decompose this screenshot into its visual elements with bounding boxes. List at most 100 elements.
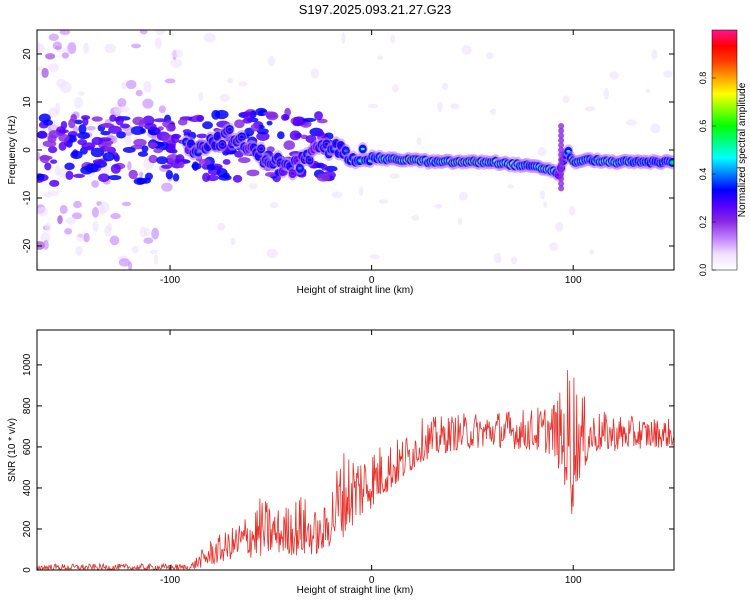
spectrogram-cell [52,41,63,50]
spectrogram-cell [558,151,565,158]
spectrogram-cell [558,185,565,192]
spectrogram-cell [511,256,518,265]
spectrogram-cell [177,118,188,126]
spectrogram-cell [143,237,154,244]
spectrogram-cell [217,222,226,231]
spectrogram-cell [558,127,565,134]
spectrogram-cell [86,125,96,131]
spectrogram-cell [74,119,83,125]
spectrogram-cell [148,154,158,164]
spectrogram-cell [198,158,211,166]
spectrogram-cell [310,68,319,79]
spectrogram-cell [645,88,651,94]
colorbar-tick-label: 0.4 [698,168,708,181]
snr-line [37,370,674,570]
spectrogram-cell [171,133,182,139]
spectrogram-cell [92,221,99,232]
spectrogram-cell [324,165,338,172]
spectrogram-cell [144,172,153,181]
spectrogram-cell [65,170,74,180]
spectrogram-cell [172,173,180,182]
spectrogram-y-ticks: -20 -10 0 10 20 [22,48,674,253]
spectrogram-cell [110,213,121,220]
snr-x-ticks: -100 0 100 [160,330,582,586]
spectrogram-cell [161,134,175,144]
spectrogram-cell [91,136,103,146]
spectrogram-cell [104,142,112,151]
colorbar-tick-label: 0.8 [698,72,708,85]
spectrogram-cell [174,158,188,165]
spectrogram-cell [75,245,83,256]
spectrogram-cell [166,143,175,154]
spectrogram-cell [558,175,565,182]
colorbar-ticks: 0.0 0.2 0.4 0.6 0.8 [698,72,716,276]
spectrogram-cell [555,221,564,232]
spectrogram-cell [115,115,124,126]
spectrogram-cell [100,130,111,136]
x-tick-label: 0 [369,575,375,586]
spectrogram-cell [43,119,54,126]
spectrogram-cell [390,34,396,44]
spectrogram-cell [120,123,130,129]
spectrogram-cell [161,182,173,192]
spectrogram-cell [109,235,120,246]
spectrogram-cell [158,105,166,114]
spectrogram-cell [391,84,399,93]
spectrogram-cell [82,117,89,126]
spectrogram-cell [127,161,132,171]
spectrogram-cell [98,201,110,214]
spectrogram-cell [341,32,346,44]
spectrogram-cell [490,108,497,115]
spectrogram-cell [234,119,245,129]
colorbar-tick-label: 0.2 [698,216,708,229]
spectrogram-cell [250,123,260,132]
spectrogram-cell [154,128,161,134]
spectrogram-cell [238,81,248,87]
spectrogram-cell [142,115,155,126]
snr-panel: -100 0 100 0 200 400 600 800 1000 Height of str… [7,329,675,596]
spectrogram-cell [64,162,75,171]
spectrogram-cell [122,146,136,153]
spectrogram-cell [80,165,94,175]
spectrogram-cell [589,249,595,255]
spectrogram-cell [102,152,115,162]
spectrogram-cell [139,30,148,35]
spectrogram-cell [603,87,609,100]
x-tick-label: 0 [369,275,375,286]
spectrogram-cell [433,203,443,209]
spectrogram-cell [663,70,673,78]
spectrogram-cell [43,191,52,198]
spectrogram-cell [316,173,330,182]
spectrogram-cell [153,254,159,265]
spectrogram-cell [256,131,270,141]
spectrogram-cell [139,226,147,238]
spectrogram-cell [48,130,60,139]
spectrogram-cell [182,129,192,134]
snr-x-label: Height of straight line (km) [297,585,414,596]
spectrogram-cell [143,81,152,93]
colorbar-bar [711,29,738,271]
spectrogram-cell [256,154,261,158]
spectrogram-cell [558,137,565,144]
spectrogram-cell [135,89,143,97]
spectrogram-cell [121,81,127,90]
spectrogram-cell [67,42,77,54]
y-tick-label: 10 [22,96,33,108]
spectrogram-cell [58,133,70,143]
spectrogram-cell [537,147,547,157]
snr-frame [36,329,675,571]
spectrogram-cell [123,131,133,136]
spectrogram-cell [363,119,373,129]
spectrogram-cell [259,147,264,151]
spectrogram-cell [283,140,296,151]
y-tick-label: 600 [22,438,33,455]
spectrogram-cell [238,157,251,164]
spectrogram-cell [154,37,162,49]
spectrogram-cell [68,118,76,129]
spectrogram-cell [558,161,565,168]
spectrogram-cell [441,82,449,90]
spectrogram-cell [277,131,285,140]
spectrogram-cell [37,262,40,270]
x-tick-label: 100 [565,275,582,286]
